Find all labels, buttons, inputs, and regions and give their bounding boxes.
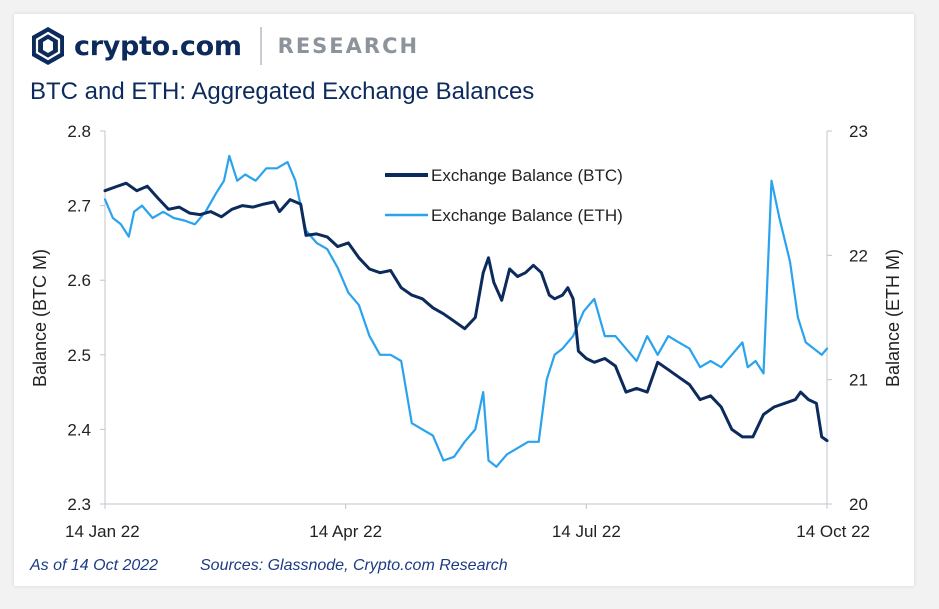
brand-divider	[259, 27, 262, 65]
y-left-tick-label: 2.6	[67, 271, 91, 290]
y-left-tick-label: 2.7	[67, 197, 91, 216]
chart-title: BTC and ETH: Aggregated Exchange Balance…	[30, 78, 535, 105]
y-left-axis-title: Balance (BTC M)	[30, 249, 50, 387]
legend-label-btc: Exchange Balance (BTC)	[431, 166, 623, 185]
y-right-tick-label: 20	[849, 495, 868, 514]
brand-name: crypto.com	[74, 30, 242, 62]
y-right-tick-label: 21	[849, 371, 868, 390]
x-tick-label: 14 Jan 22	[65, 522, 140, 541]
y-right-tick-label: 23	[849, 122, 868, 141]
brand-logo: crypto.com RESEARCH	[30, 26, 419, 66]
sources-note: Sources: Glassnode, Crypto.com Research	[200, 557, 508, 574]
y-left-tick-label: 2.4	[67, 420, 91, 439]
series-line-eth	[103, 154, 829, 468]
legend-label-eth: Exchange Balance (ETH)	[431, 206, 623, 225]
y-right-tick-label: 22	[849, 246, 868, 265]
x-tick-label: 14 Oct 22	[796, 522, 870, 541]
as-of-date: As of 14 Oct 2022	[30, 557, 159, 574]
chart-card	[14, 14, 914, 586]
series-line-btc	[103, 181, 829, 443]
y-right-axis-title: Balance (ETH M)	[883, 249, 903, 387]
brand-section: RESEARCH	[277, 34, 420, 58]
x-tick-label: 14 Jul 22	[552, 522, 621, 541]
y-left-tick-label: 2.3	[67, 495, 91, 514]
y-left-tick-label: 2.5	[67, 346, 91, 365]
y-left-tick-label: 2.8	[67, 122, 91, 141]
crypto-com-shield-icon	[32, 27, 64, 65]
x-tick-label: 14 Apr 22	[309, 522, 382, 541]
